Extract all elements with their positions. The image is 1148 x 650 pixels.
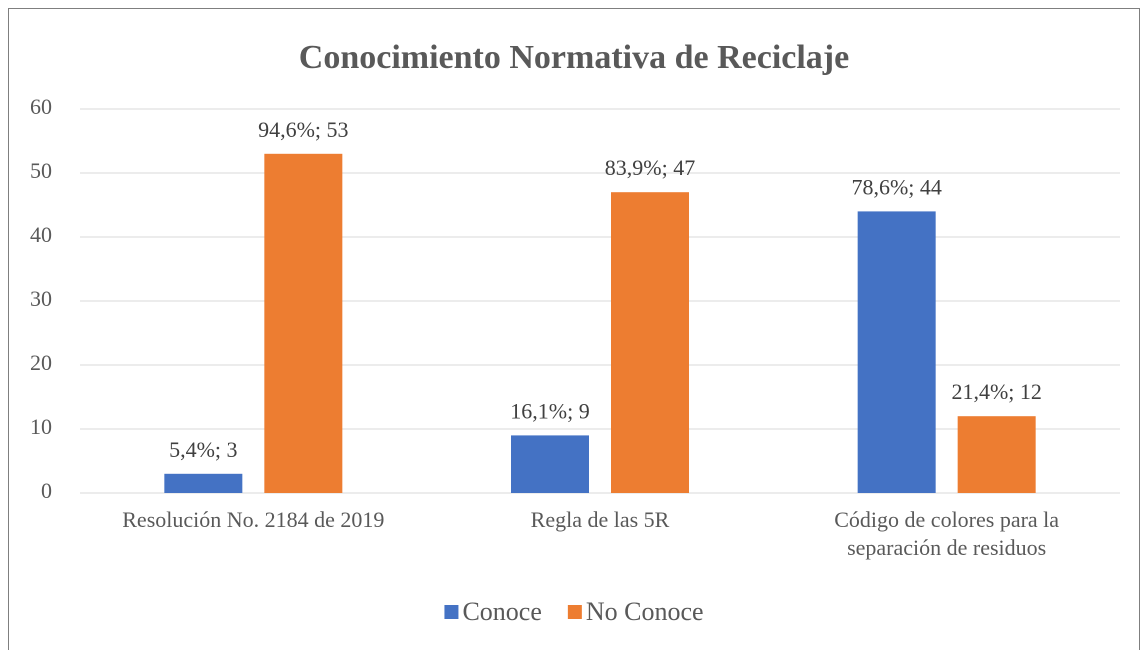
legend-label: No Conoce xyxy=(586,597,704,626)
chart-title: Conocimiento Normativa de Reciclaje xyxy=(299,39,849,76)
data-label: 16,1%; 9 xyxy=(510,398,589,423)
x-tick-label: Resolución No. 2184 de 2019 xyxy=(122,507,385,532)
x-tick-label-box: Código de colores para la separación de … xyxy=(834,507,1060,560)
x-tick-label: Regla de las 5R xyxy=(530,507,670,532)
y-tick-label: 50 xyxy=(30,158,52,183)
legend-swatch xyxy=(567,605,582,619)
chart-frame xyxy=(8,8,1140,650)
bar xyxy=(957,416,1036,493)
y-tick-label: 0 xyxy=(41,478,52,503)
bar xyxy=(857,211,936,493)
data-label: 21,4%; 12 xyxy=(951,379,1041,404)
legend-swatch xyxy=(444,605,459,619)
y-tick-label: 20 xyxy=(30,350,52,375)
legend-label: Conoce xyxy=(462,597,541,626)
y-tick-label: 60 xyxy=(30,94,52,119)
y-tick-label: 40 xyxy=(30,222,52,247)
bar xyxy=(511,435,589,493)
x-tick-label-box: Regla de las 5R xyxy=(530,507,670,532)
x-tick-label: Código de colores para la separación de … xyxy=(834,507,1060,560)
data-label: 78,6%; 44 xyxy=(851,174,941,199)
bar xyxy=(164,473,243,493)
bar xyxy=(264,153,343,494)
y-tick-label: 10 xyxy=(30,414,52,439)
data-label: 94,6%; 53 xyxy=(258,117,348,142)
bar xyxy=(611,192,689,493)
y-tick-label: 30 xyxy=(30,286,52,311)
x-tick-label-box: Resolución No. 2184 de 2019 xyxy=(122,507,385,532)
data-label: 83,9%; 47 xyxy=(605,155,695,180)
data-label: 5,4%; 3 xyxy=(169,437,237,462)
